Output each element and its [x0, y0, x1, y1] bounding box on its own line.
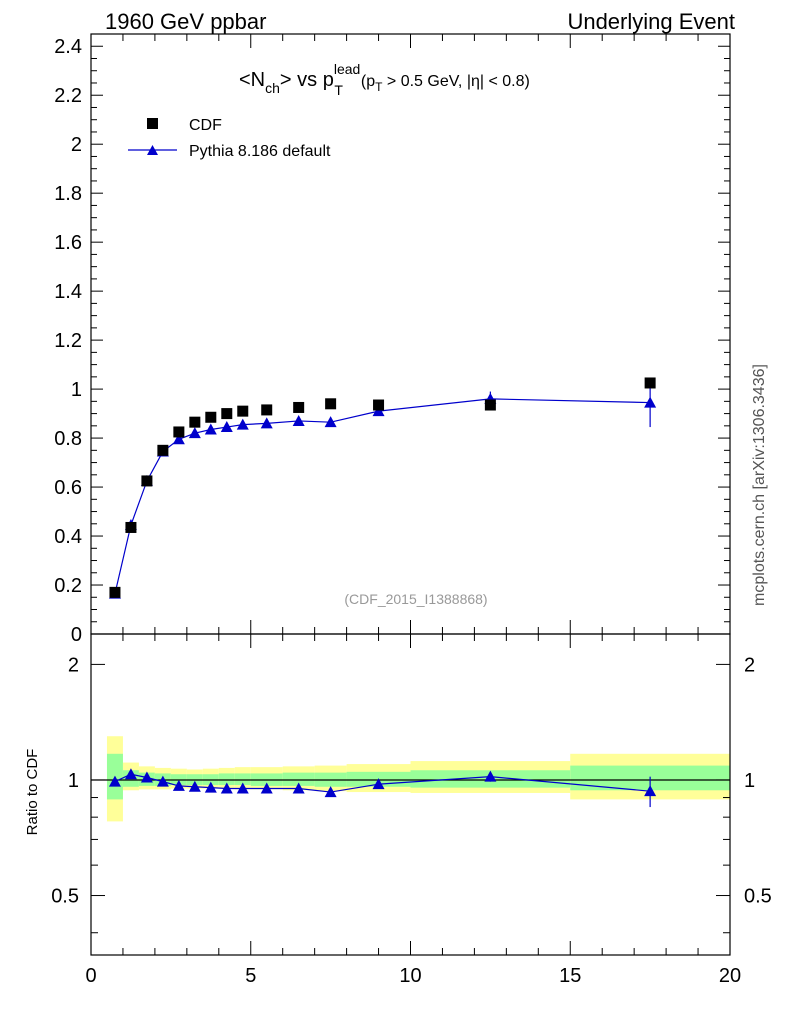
legend-pythia-marker: [147, 145, 158, 155]
pythia-point: [644, 396, 657, 408]
ratio-band-green: [234, 773, 251, 786]
cdf-point: [293, 401, 305, 413]
ratio-x-ticks: 0 5 10 15 20: [85, 634, 741, 987]
x-tick-label: 15: [559, 965, 581, 987]
y-tick-label: 0: [71, 624, 82, 646]
cdf-point: [484, 399, 496, 411]
ratio-point: [204, 781, 217, 793]
x-tick-label: 0: [85, 965, 96, 987]
ratio-y-tick-label: 0.5: [51, 886, 79, 908]
ratio-point: [108, 775, 121, 787]
y-tick-label: 1.6: [54, 232, 82, 254]
ratio-bands: [106, 736, 730, 822]
side-source-label: mcplots.cern.ch [arXiv:1306.3436]: [751, 364, 768, 606]
y-tick-label: 1.2: [54, 330, 82, 352]
ratio-y-tick-label-right: 2: [744, 654, 755, 676]
ratio-y-tick-label: 2: [68, 654, 79, 676]
ratio-y-tick-label: 1: [68, 770, 79, 792]
cdf-point: [325, 398, 337, 410]
ratio-y-tick-label-right: 1: [744, 770, 755, 792]
ratio-y-tick-label-right: 0.5: [744, 886, 772, 908]
main-title-p-sub: T: [334, 82, 343, 98]
main-y-ticks: 0 0.2 0.4 0.6 0.8 1 1.2 1.4 1.6 1.8 2 2.2 2.4: [54, 36, 730, 646]
cdf-point: [237, 405, 249, 417]
y-tick-label: 1.4: [54, 281, 82, 303]
main-title-cut-rest: > 0.5 GeV, |η| < 0.8): [382, 73, 529, 90]
main-title-p-sup: lead: [334, 61, 360, 77]
cdf-point: [109, 586, 121, 598]
main-x-ticks: [90, 34, 731, 634]
x-tick-label: 5: [245, 965, 256, 987]
cdf-point: [644, 377, 656, 389]
main-plot-frame: [90, 33, 731, 635]
pythia-point: [292, 414, 305, 426]
y-tick-label: 1: [71, 379, 82, 401]
y-tick-label: 0.2: [54, 575, 82, 597]
cdf-point: [205, 411, 217, 423]
ratio-y-ticks: 0.5 0.5 1 1 2 2: [51, 654, 772, 934]
ratio-point: [644, 785, 657, 797]
y-tick-label: 2.2: [54, 85, 82, 107]
pythia-point: [372, 405, 385, 417]
pythia-point: [260, 417, 273, 429]
ratio-point: [236, 782, 249, 794]
x-tick-label: 20: [719, 965, 741, 987]
header-collision-label: 1960 GeV ppbar: [105, 9, 266, 34]
x-tick-label: 10: [399, 965, 421, 987]
main-title-mid: > vs p: [280, 69, 334, 91]
y-tick-label: 1.8: [54, 183, 82, 205]
main-title-lhs-sub: ch: [265, 80, 280, 96]
pythia-point: [236, 418, 249, 430]
ratio-point: [220, 782, 233, 794]
main-series: [108, 377, 657, 599]
cdf-point: [189, 416, 201, 428]
analysis-tag: (CDF_2015_I1388868): [344, 591, 487, 607]
ratio-point: [140, 771, 153, 783]
cdf-point: [173, 426, 185, 438]
ratio-point: [172, 779, 185, 791]
pythia-point: [204, 423, 217, 435]
ratio-point: [292, 782, 305, 794]
cdf-point: [221, 408, 233, 420]
cdf-point: [125, 521, 137, 533]
cdf-point: [157, 444, 169, 456]
main-title: <Nch> vs plead T (pT > 0.5 GeV, |η| < 0.8): [239, 61, 530, 98]
y-tick-label: 2.4: [54, 36, 82, 58]
ratio-y-axis-label: Ratio to CDF: [24, 749, 41, 836]
ratio-band-green: [282, 772, 315, 786]
cdf-point: [141, 475, 153, 487]
pythia-point: [324, 416, 337, 428]
ratio-band-green: [218, 773, 235, 786]
ratio-point: [260, 782, 273, 794]
legend-cdf-label: CDF: [189, 117, 222, 134]
y-tick-label: 2: [71, 134, 82, 156]
ratio-point: [156, 775, 169, 787]
main-title-cut-open: (p: [361, 73, 375, 90]
ratio-point: [188, 780, 201, 792]
legend: CDF Pythia 8.186 default: [128, 117, 331, 160]
ratio-point: [324, 786, 337, 798]
header-category-label: Underlying Event: [567, 9, 735, 34]
legend-pythia-label: Pythia 8.186 default: [189, 143, 331, 160]
ratio-point: [484, 770, 497, 782]
ratio-series: [108, 768, 657, 808]
cdf-point: [373, 399, 385, 411]
ratio-point: [372, 778, 385, 790]
main-title-cut-sub: T: [375, 80, 383, 94]
y-tick-label: 0.8: [54, 428, 82, 450]
ratio-point: [124, 768, 137, 780]
y-tick-label: 0.6: [54, 477, 82, 499]
cdf-point: [261, 404, 273, 416]
pythia-point: [172, 433, 185, 445]
pythia-point: [188, 427, 201, 439]
pythia-point: [220, 421, 233, 433]
main-title-lhs: <N: [239, 69, 265, 91]
y-tick-label: 0.4: [54, 526, 82, 548]
legend-cdf-marker: [147, 118, 158, 129]
